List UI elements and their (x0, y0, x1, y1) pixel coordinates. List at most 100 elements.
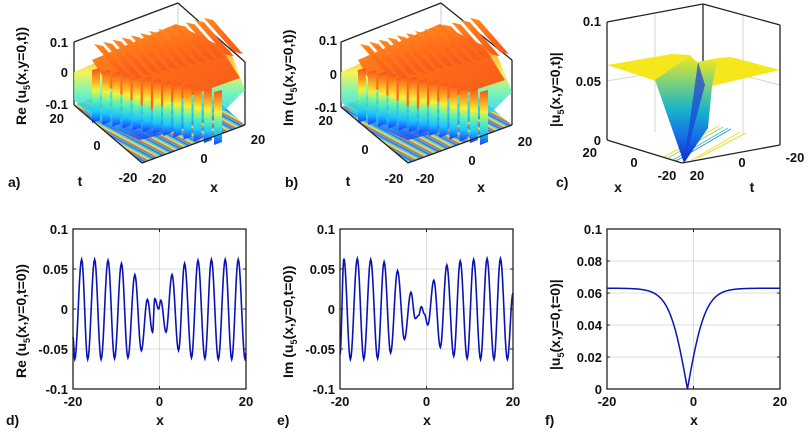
surface-ridge-back (460, 20, 500, 57)
ytick-label: 0.1 (50, 222, 68, 237)
surface-ridge-back (396, 35, 436, 72)
surface-ridge-back (433, 26, 473, 63)
xtick-a-1: 0 (200, 151, 207, 166)
surface-ridge-front (419, 79, 427, 134)
surface-a (74, 18, 245, 145)
ttick-c-1: 0 (738, 155, 745, 170)
xtick-c-1: 0 (630, 155, 637, 170)
surface-ridge-front (429, 80, 438, 136)
ticks-d: 0.1 0.05 0 -0.05 -0.1-20 0 20 (38, 222, 253, 409)
surface-ridge-back (112, 39, 152, 76)
surface-ridge-front (469, 88, 478, 144)
xlabel-b: x (477, 179, 485, 195)
zlabel-c: |u5(x,y=0,t)| (547, 52, 566, 127)
grid-e (339, 228, 514, 390)
xtick-a-0: -20 (148, 171, 167, 186)
panel-e: 0.1 0.05 0 -0.05 -0.1-20 0 20 x e) Im (u5(x,y=… (277, 222, 520, 428)
xtick-b-0: -20 (416, 171, 435, 186)
tlabel-a: t (78, 173, 83, 189)
surface-ridge-front (173, 82, 182, 138)
panel-a: 0.1 0 -0.1 20 0 -20 -20 0 20 t x a) Re (… (8, 2, 265, 195)
panel-b: 0.1 0 -0.1 20 0 -20 -20 0 20 t x b) Im (… (280, 2, 532, 195)
ytick-label: 0 (328, 302, 335, 317)
surface-ridge-front (132, 75, 141, 131)
ttick-a-2: -20 (119, 170, 138, 185)
surface-ridge-front (358, 68, 366, 123)
ztick-c-1: 0.05 (576, 74, 601, 89)
surface-ridge-front (439, 82, 448, 138)
ytick-label: 0.1 (317, 222, 335, 237)
surface-ridge-back (415, 31, 454, 67)
ylabel-e: Im (u5(x,y=0,t=0)) (280, 266, 299, 378)
ytick-label: 0.08 (577, 254, 602, 269)
ytick-label: 0 (61, 302, 68, 317)
ticks-f: 0.10.080.060.040.020-20 0 20 (577, 222, 788, 409)
surface-ridge-front (142, 77, 151, 133)
surface-ridge-back (158, 28, 198, 65)
panel-label-b: b) (285, 174, 298, 190)
surface-ridge-back (185, 22, 225, 59)
grid-f (606, 228, 781, 390)
surface-ridge-back (405, 33, 445, 70)
curve-f (607, 287, 780, 390)
xtick-a-2: 20 (251, 132, 265, 147)
xlabel-f: x (690, 412, 698, 428)
ztick-c-0: 0.1 (583, 14, 601, 29)
ylabel-f: |u5(x,y=0,t=0)| (547, 279, 566, 370)
ttick-b-2: -20 (385, 171, 404, 186)
surface-ridge-front (214, 90, 222, 145)
xtick-label: 20 (773, 394, 787, 409)
ttick-c-0: 20 (690, 168, 704, 183)
surface-ridge-front (480, 90, 488, 145)
surface-ridge-front (163, 80, 172, 136)
curve-e (339, 255, 514, 363)
ttick-a-1: 0 (93, 138, 100, 153)
panel-label-d: d) (6, 412, 19, 428)
ztick-c-2: 0 (594, 133, 601, 148)
ytick-label: 0 (595, 382, 602, 397)
xtick-c-0: 20 (583, 145, 597, 160)
surface-ridge-front (193, 86, 202, 142)
panel-c: 0.1 0.05 0 20 0 -20 20 0 -20 x t c) |u5(… (547, 3, 804, 195)
ttick-a-0: 20 (50, 111, 64, 126)
xlabel-e: x (423, 412, 431, 428)
ytick-label: -0.05 (38, 342, 68, 357)
panel-f: 0.10.080.060.040.020-20 0 20 x f) |u5(x,y=… (545, 222, 787, 428)
surface-ridge-front (449, 84, 458, 140)
surface-ridge-front (203, 88, 212, 144)
panel-label-e: e) (277, 412, 289, 428)
ztick-a-2: -0.1 (46, 97, 68, 112)
surface-ridge-front (408, 77, 417, 133)
surface-ridge-back (369, 41, 409, 78)
surface-ridge-front (153, 79, 161, 134)
ytick-label: 0.05 (43, 262, 68, 277)
surface-ridge-front (378, 71, 387, 127)
ztick-a-0: 0.1 (50, 35, 68, 50)
ylabel-d: Re (u5(x,y=0,t=0)) (13, 264, 32, 378)
ttick-b-0: 20 (319, 113, 333, 128)
surface-ridge-back (167, 26, 207, 63)
surface-ridge-back (94, 44, 133, 80)
tlabel-b: t (346, 173, 351, 189)
ytick-label: 0.02 (577, 350, 602, 365)
surface-ridge-back (378, 39, 418, 76)
surface-ridge-front (388, 73, 397, 129)
ttick-b-1: 0 (361, 142, 368, 157)
surface-ridge-back (424, 28, 464, 65)
surface-ridge-back (194, 20, 234, 57)
xlabel-a: x (210, 179, 218, 195)
surface-ridge-front (122, 73, 131, 129)
surface-ridge-back (139, 33, 179, 70)
panel-label-a: a) (8, 174, 20, 190)
surface-ridge-back (103, 41, 143, 78)
ytick-label: 0.06 (577, 286, 602, 301)
xtick-label: -20 (598, 394, 617, 409)
panel-label-f: f) (545, 412, 554, 428)
xtick-c-2: -20 (658, 168, 677, 183)
ztick-a-1: 0 (61, 65, 68, 80)
xtick-label: -20 (64, 394, 83, 409)
surface-ridge-back (130, 35, 170, 72)
surface-ridge-front (183, 84, 192, 140)
xtick-label: 20 (239, 394, 253, 409)
